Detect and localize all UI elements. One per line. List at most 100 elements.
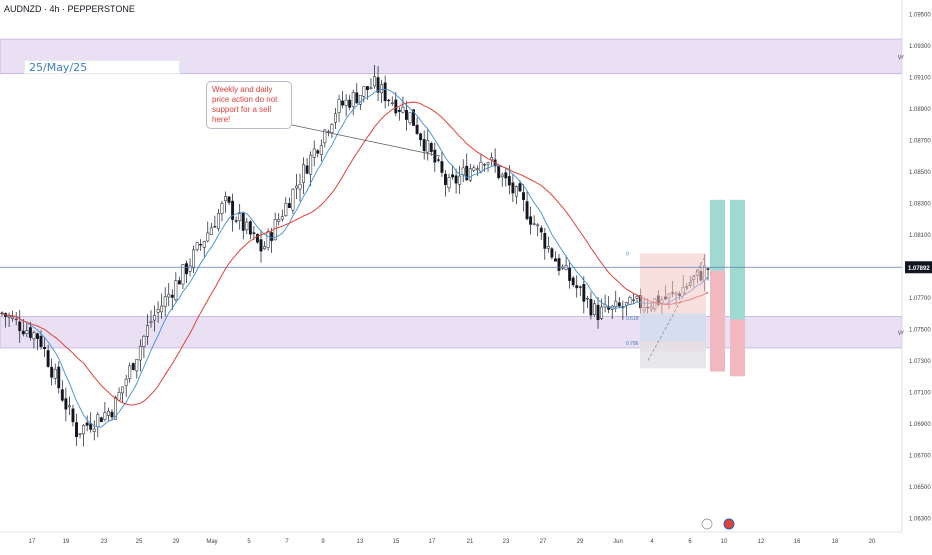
- candle-body: [291, 188, 295, 211]
- price-tick-label: 1.08900: [909, 107, 931, 113]
- current-price-badge: [905, 261, 932, 274]
- candle-body: [82, 424, 86, 435]
- candle-body: [181, 264, 185, 285]
- candle-body: [429, 143, 433, 152]
- candle-body: [103, 412, 107, 420]
- candle-body: [546, 246, 550, 249]
- time-tick-label: 29: [173, 539, 180, 545]
- candle-body: [397, 109, 401, 112]
- candle-body: [36, 333, 39, 339]
- candle-body: [387, 99, 391, 102]
- candle-body: [483, 164, 486, 166]
- candle-body: [475, 168, 479, 171]
- time-tick-label: 6: [688, 539, 692, 545]
- candle-body: [57, 366, 61, 389]
- candle-body: [355, 92, 359, 104]
- candle-body: [550, 248, 554, 258]
- candle-body: [174, 280, 178, 300]
- candle-body: [146, 325, 149, 337]
- candle-body: [539, 227, 543, 233]
- position-target-left: [710, 199, 725, 271]
- time-tick-label: 20: [869, 539, 876, 545]
- candle-body: [401, 106, 405, 113]
- candle-body: [380, 84, 384, 94]
- candle-body: [231, 200, 235, 220]
- candle-body: [628, 296, 632, 305]
- candle-body: [92, 428, 96, 432]
- candle-body: [529, 216, 533, 225]
- candle-body: [238, 213, 242, 221]
- candle-body: [486, 162, 490, 165]
- time-tick-label: 15: [393, 539, 400, 545]
- candle-body: [412, 109, 415, 126]
- candle-body: [248, 221, 252, 235]
- time-tick-label: 25: [136, 539, 143, 545]
- candle-body: [525, 201, 529, 220]
- candle-body: [578, 286, 582, 288]
- candle-body: [504, 172, 508, 179]
- candle-body: [202, 241, 206, 248]
- candle-body: [309, 154, 313, 175]
- price-tick-label: 1.07700: [909, 296, 931, 302]
- candle-body: [617, 302, 621, 307]
- fib-label: 0.786: [626, 341, 639, 347]
- candle-body: [444, 173, 447, 185]
- time-tick-label: 17: [429, 539, 436, 545]
- price-tick-label: 1.06500: [909, 485, 931, 491]
- price-tick-label: 1.09300: [909, 44, 931, 50]
- time-tick-label: 12: [758, 539, 765, 545]
- candle-body: [142, 336, 146, 347]
- candle-body: [706, 268, 710, 270]
- candle-body: [316, 150, 320, 154]
- candle-body: [114, 397, 117, 420]
- price-tick-label: 1.06300: [909, 517, 931, 523]
- candle-body: [241, 213, 245, 231]
- candle-body: [344, 99, 348, 106]
- fib-grey-band: [640, 341, 706, 369]
- symbol-title: AUDNZD · 4h · PEPPERSTONE: [4, 4, 135, 14]
- candle-body: [206, 232, 210, 242]
- candle-body: [50, 366, 54, 378]
- candle-body: [7, 315, 11, 318]
- candle-body: [192, 249, 196, 269]
- candle-body: [447, 177, 451, 189]
- candle-body: [295, 185, 298, 189]
- candle-body: [106, 410, 110, 416]
- price-tick-label: 1.07300: [909, 359, 931, 365]
- candle-body: [170, 294, 174, 298]
- trend-projection-line: [647, 257, 705, 361]
- candle-body: [121, 386, 125, 394]
- candle-body: [284, 203, 288, 216]
- fib-label: 0: [626, 251, 629, 257]
- candle-body: [227, 196, 231, 203]
- candle-body: [213, 226, 217, 228]
- slow-moving-average: [1, 101, 709, 406]
- candle-body: [614, 300, 618, 307]
- candle-body: [440, 161, 444, 173]
- candle-body: [596, 304, 600, 321]
- candle-body: [199, 244, 203, 246]
- candle-body: [128, 365, 132, 379]
- candle-body: [373, 76, 376, 87]
- candle-body: [451, 174, 455, 178]
- candle-body: [220, 203, 224, 214]
- candle-body: [390, 102, 394, 104]
- candle-body: [536, 224, 540, 227]
- position-stop-left: [710, 270, 725, 372]
- candle-body: [234, 220, 238, 222]
- candle-body: [522, 192, 525, 201]
- candle-body: [330, 124, 334, 133]
- date-label[interactable]: 25/May/25: [24, 60, 180, 74]
- zone-label: W: [898, 331, 904, 337]
- candle-body: [177, 280, 181, 285]
- candle-body: [156, 308, 160, 313]
- candle-body: [259, 239, 263, 252]
- trade-note[interactable]: Weekly and daily price action do not sup…: [206, 81, 292, 129]
- candle-body: [600, 306, 604, 319]
- time-tick-label: 27: [540, 539, 547, 545]
- candle-body: [607, 306, 611, 310]
- candle-body: [245, 221, 249, 231]
- time-tick-label: 9: [321, 539, 325, 545]
